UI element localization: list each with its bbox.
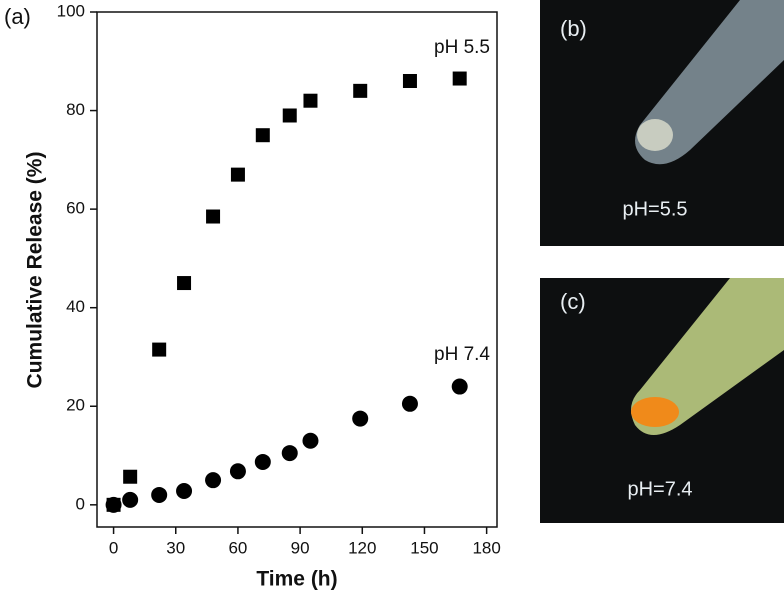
marker-circle: [401, 395, 418, 412]
y-tick-label: 20: [66, 396, 85, 415]
marker-square: [353, 83, 368, 98]
marker-circle: [151, 486, 168, 503]
marker-circle: [205, 472, 222, 489]
marker-square: [206, 209, 221, 224]
y-axis-label: Cumulative Release (%): [24, 152, 47, 389]
marker-square: [152, 342, 167, 357]
y-tick-label: 100: [57, 1, 85, 20]
marker-circle: [281, 445, 298, 462]
marker-circle: [451, 378, 468, 395]
photo-caption: pH=7.4: [627, 478, 692, 500]
marker-square: [303, 93, 318, 108]
photo-c: (c) pH=7.4: [540, 278, 784, 523]
x-tick-label: 150: [410, 538, 438, 557]
marker-circle: [302, 432, 319, 449]
x-tick-label: 90: [291, 538, 310, 557]
marker-circle: [254, 453, 271, 470]
y-tick-label: 0: [76, 494, 85, 513]
x-axis-label: Time (h): [256, 568, 337, 591]
marker-circle: [176, 483, 193, 500]
marker-square: [123, 469, 138, 484]
x-tick-label: 180: [472, 538, 500, 557]
series-label: pH 7.4: [434, 344, 490, 365]
marker-circle: [352, 410, 369, 427]
photo-label: (b): [560, 16, 587, 41]
panel-label: (a): [4, 4, 31, 29]
series-label: pH 5.5: [434, 37, 490, 58]
marker-circle: [105, 496, 122, 513]
marker-square: [177, 276, 192, 291]
x-tick-label: 30: [166, 538, 185, 557]
y-tick-label: 80: [66, 100, 85, 119]
photo-label: (c): [560, 289, 586, 314]
x-tick-label: 60: [228, 538, 247, 557]
pellet: [637, 119, 673, 151]
photo-b: (b) pH=5.5: [540, 0, 784, 246]
photo-caption: pH=5.5: [622, 198, 687, 220]
marker-square: [255, 128, 270, 143]
y-tick-label: 60: [66, 199, 85, 218]
tube: [631, 278, 784, 435]
marker-circle: [229, 463, 246, 480]
plot-frame: [96, 11, 498, 528]
y-tick-label: 40: [66, 297, 85, 316]
marker-square: [230, 167, 245, 182]
marker-square: [402, 73, 417, 88]
marker-circle: [122, 491, 139, 508]
marker-square: [282, 108, 297, 123]
x-tick-label: 120: [348, 538, 376, 557]
tube: [635, 0, 784, 165]
x-tick-label: 0: [109, 538, 118, 557]
pellet: [631, 397, 679, 427]
marker-square: [452, 71, 467, 86]
